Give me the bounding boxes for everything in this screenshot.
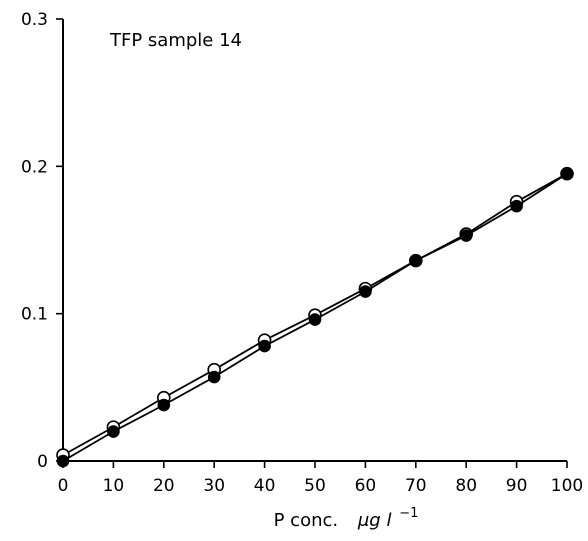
x-tick-label: 0 bbox=[58, 476, 69, 496]
filled-data-point bbox=[107, 425, 120, 438]
filled-data-point bbox=[459, 229, 473, 242]
x-tick-label: 70 bbox=[405, 476, 427, 496]
filled-data-point bbox=[510, 199, 523, 213]
filled-data-point bbox=[56, 454, 70, 468]
y-tick-label: 0.3 bbox=[21, 10, 48, 30]
x-tick-label: 100 bbox=[551, 476, 583, 496]
filled-data-point bbox=[308, 313, 322, 326]
x-axis-label: P conc. μg l −1 bbox=[274, 506, 419, 531]
filled-data-point bbox=[409, 254, 423, 267]
filled-data-point bbox=[359, 285, 372, 298]
filled-data-point bbox=[560, 167, 574, 180]
x-tick-label: 30 bbox=[203, 476, 225, 496]
x-axis-label-exponent: −1 bbox=[399, 506, 418, 521]
x-ticks: 0 10 20 30 40 50 60 70 80 90 100 bbox=[58, 461, 583, 496]
x-tick-label: 20 bbox=[153, 476, 175, 496]
x-axis-label-unit: μg l bbox=[357, 510, 392, 531]
x-tick-label: 40 bbox=[254, 476, 276, 496]
filled-data-point bbox=[258, 339, 271, 353]
y-tick-label: 0.2 bbox=[21, 157, 48, 177]
x-tick-label: 60 bbox=[355, 476, 377, 496]
axes bbox=[62, 19, 567, 462]
filled-data-point bbox=[207, 370, 221, 384]
filled-data-point bbox=[157, 398, 171, 412]
x-axis-label-quantity: P conc. bbox=[274, 510, 339, 531]
chart-annotation: TFP sample 14 bbox=[109, 30, 242, 51]
x-tick-label: 80 bbox=[455, 476, 477, 496]
x-tick-label: 90 bbox=[506, 476, 528, 496]
y-ticks: 0 0.1 0.2 0.3 bbox=[21, 10, 63, 472]
y-tick-label: 0.1 bbox=[21, 305, 48, 325]
x-tick-label: 10 bbox=[103, 476, 125, 496]
x-tick-label: 50 bbox=[304, 476, 326, 496]
y-tick-label: 0 bbox=[37, 452, 48, 472]
series-points bbox=[56, 166, 574, 468]
